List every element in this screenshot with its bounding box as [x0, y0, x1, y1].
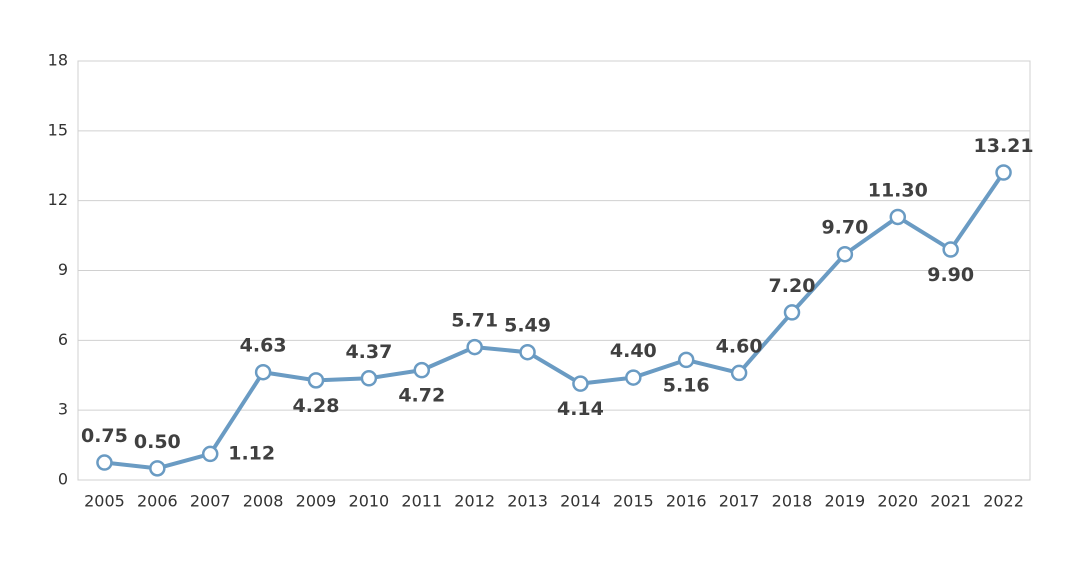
point: [730, 364, 748, 382]
value-label: 0.50: [134, 431, 181, 453]
point: [149, 460, 166, 477]
value-label: 4.72: [398, 385, 445, 407]
point: [254, 363, 272, 381]
x-tick-label: 2021: [930, 492, 971, 511]
y-tick-label: 6: [58, 330, 68, 349]
y-tick-label: 9: [58, 260, 68, 279]
point: [307, 372, 325, 389]
point: [677, 351, 695, 369]
point: [360, 370, 378, 387]
y-tick-label: 15: [48, 120, 68, 139]
point: [889, 208, 907, 226]
x-tick-label: 2017: [719, 492, 760, 511]
point: [572, 375, 589, 392]
point: [836, 245, 854, 263]
x-tick-label: 2009: [296, 492, 337, 511]
x-tick-label: 2010: [349, 492, 390, 511]
point: [96, 454, 113, 471]
value-label: 0.75: [81, 425, 128, 447]
value-label: 5.16: [663, 374, 710, 396]
y-tick-label: 3: [58, 400, 68, 419]
value-label: 5.71: [451, 310, 498, 332]
value-label: 9.70: [821, 217, 868, 239]
y-tick-label: 18: [48, 51, 68, 70]
point: [201, 445, 219, 463]
point: [466, 338, 483, 356]
value-label: 4.14: [557, 398, 604, 420]
point: [995, 164, 1012, 181]
point: [519, 343, 536, 361]
value-label: 13.21: [974, 135, 1034, 157]
point: [783, 304, 801, 321]
value-label: 5.49: [504, 315, 551, 337]
value-label: 4.37: [345, 341, 392, 363]
x-tick-label: 2013: [507, 492, 548, 511]
value-label: 7.20: [769, 275, 816, 297]
x-tick-label: 2006: [137, 492, 178, 511]
value-label: 9.90: [927, 264, 974, 286]
point: [625, 369, 642, 386]
x-tick-label: 2015: [613, 492, 654, 511]
value-label: 11.30: [868, 179, 928, 201]
point: [413, 361, 431, 379]
x-tick-label: 2008: [243, 492, 284, 511]
y-tick-label: 0: [58, 470, 68, 489]
x-tick-label: 2018: [772, 492, 813, 511]
x-tick-label: 2012: [454, 492, 495, 511]
y-tick-label: 12: [48, 190, 68, 209]
x-tick-label: 2005: [84, 492, 125, 511]
value-label: 1.12: [228, 442, 275, 464]
value-label: 4.63: [240, 335, 287, 357]
x-tick-label: 2022: [983, 492, 1024, 511]
x-tick-label: 2019: [825, 492, 866, 511]
x-tick-label: 2020: [877, 492, 918, 511]
x-tick-label: 2011: [401, 492, 442, 511]
x-tick-label: 2007: [190, 492, 231, 511]
x-tick-label: 2016: [666, 492, 707, 511]
x-tick-label: 2014: [560, 492, 601, 511]
value-label: 4.40: [610, 340, 657, 362]
value-label: 4.60: [716, 335, 763, 357]
point: [942, 241, 959, 258]
line: [104, 171, 1006, 471]
value-label: 4.28: [293, 395, 340, 417]
